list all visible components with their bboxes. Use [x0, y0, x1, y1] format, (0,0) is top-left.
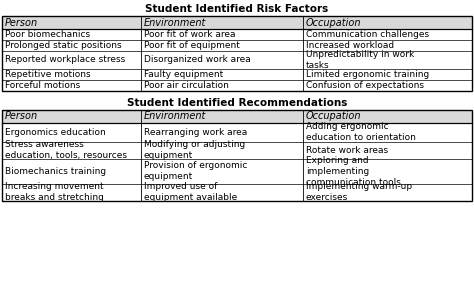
Text: Ergonomics education: Ergonomics education: [5, 128, 106, 137]
Bar: [2, 51, 472, 69]
Text: Implementing warm-up
exercises: Implementing warm-up exercises: [306, 183, 412, 202]
Text: Improved use of
equipment available: Improved use of equipment available: [144, 183, 237, 202]
Text: Forceful motions: Forceful motions: [5, 81, 80, 90]
Bar: [2, 16, 472, 29]
Text: Poor fit of equipment: Poor fit of equipment: [144, 41, 239, 50]
Bar: [2, 123, 472, 142]
Bar: [2, 110, 472, 123]
Text: Increasing movement
breaks and stretching: Increasing movement breaks and stretchin…: [5, 183, 104, 202]
Text: Rearranging work area: Rearranging work area: [144, 128, 247, 137]
Text: Environment: Environment: [144, 111, 206, 121]
Text: Limited ergonomic training: Limited ergonomic training: [306, 70, 429, 79]
Text: Poor air circulation: Poor air circulation: [144, 81, 228, 90]
Text: Rotate work areas: Rotate work areas: [306, 146, 388, 155]
Bar: [2, 29, 472, 40]
Text: Prolonged static positions: Prolonged static positions: [5, 41, 122, 50]
Text: Poor fit of work area: Poor fit of work area: [144, 30, 235, 39]
Bar: [2, 40, 472, 51]
Text: Biomechanics training: Biomechanics training: [5, 167, 106, 176]
Bar: [2, 16, 472, 91]
Text: Confusion of expectations: Confusion of expectations: [306, 81, 424, 90]
Text: Modifying or adjusting
equipment: Modifying or adjusting equipment: [144, 140, 245, 160]
Text: Person: Person: [5, 111, 38, 121]
Bar: [2, 142, 472, 159]
Text: Stress awareness
education, tools, resources: Stress awareness education, tools, resou…: [5, 140, 127, 160]
Text: Student Identified Risk Factors: Student Identified Risk Factors: [146, 4, 328, 14]
Text: Unpredictability in work
tasks: Unpredictability in work tasks: [306, 50, 414, 70]
Text: Increased workload: Increased workload: [306, 41, 394, 50]
Text: Communication challenges: Communication challenges: [306, 30, 429, 39]
Text: Faulty equipment: Faulty equipment: [144, 70, 223, 79]
Text: Poor biomechanics: Poor biomechanics: [5, 30, 90, 39]
Bar: [2, 110, 472, 201]
Text: Reported workplace stress: Reported workplace stress: [5, 55, 125, 64]
Bar: [2, 80, 472, 91]
Text: Provision of ergonomic
equipment: Provision of ergonomic equipment: [144, 161, 247, 181]
Bar: [2, 159, 472, 184]
Text: Adding ergonomic
education to orientation: Adding ergonomic education to orientatio…: [306, 122, 416, 142]
Text: Person: Person: [5, 18, 38, 28]
Text: Student Identified Recommendations: Student Identified Recommendations: [127, 98, 347, 108]
Text: Occupation: Occupation: [306, 18, 361, 28]
Text: Exploring and
implementing
communication tools: Exploring and implementing communication…: [306, 156, 401, 187]
Text: Repetitive motions: Repetitive motions: [5, 70, 91, 79]
Bar: [2, 184, 472, 201]
Text: Occupation: Occupation: [306, 111, 361, 121]
Text: Environment: Environment: [144, 18, 206, 28]
Bar: [2, 69, 472, 80]
Text: Disorganized work area: Disorganized work area: [144, 55, 250, 64]
